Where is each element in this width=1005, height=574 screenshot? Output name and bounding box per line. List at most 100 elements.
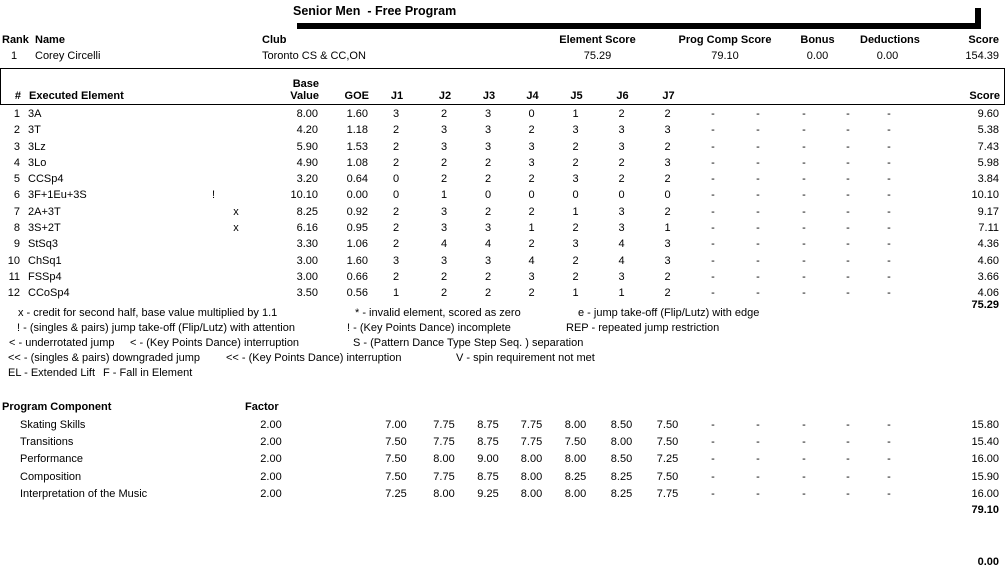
element-score: 3.84	[977, 173, 999, 186]
judge-score: 2	[392, 270, 400, 283]
judge-score: -	[711, 487, 715, 500]
components-total: 79.10	[971, 503, 999, 516]
judge-score: -	[846, 173, 850, 186]
info-mark	[205, 122, 222, 138]
judge-score: 2	[664, 108, 671, 120]
goe-spacer	[320, 451, 370, 468]
judge-score: 2	[528, 173, 535, 186]
goe-column-header: GOE	[344, 90, 369, 102]
judge-score: 2	[528, 124, 535, 137]
element-score: 10.10	[971, 189, 999, 202]
x-mark	[222, 171, 250, 187]
element-num: 9	[13, 238, 20, 251]
base-value: 8.25	[296, 205, 318, 218]
element-name: 3F+1Eu+3S	[28, 189, 87, 202]
base-value: 10.10	[290, 189, 318, 202]
info-mark	[205, 285, 222, 301]
judge-score: 2	[484, 270, 492, 283]
judge-score: 2	[484, 287, 492, 300]
judge-score: 8.00	[433, 487, 455, 500]
judge-score: 9.25	[477, 487, 499, 500]
component-label: Transitions	[20, 436, 74, 449]
judge-score: -	[756, 287, 760, 300]
element-row: 10 ChSq1 3.00 1.60 3 3 3 4 2 4 3 - - - - - 4.60	[0, 253, 1005, 269]
judge-score: -	[802, 124, 806, 137]
element-num: 1	[13, 108, 20, 120]
judge-score: -	[846, 270, 850, 283]
judge-score: -	[756, 238, 760, 251]
judge-score: 4	[484, 238, 492, 251]
judge-score: 1	[664, 222, 671, 235]
judge-score: 3	[572, 124, 579, 137]
judge-score: 7.50	[656, 419, 679, 431]
component-label: Performance	[20, 453, 83, 466]
element-row: 6 3F+1Eu+3S! 10.10 0.00 0 1 0 0 0 0 0 - - - - - 10.10	[0, 187, 1005, 203]
judge-score: -	[756, 173, 760, 186]
judge-score: 2	[618, 156, 625, 169]
legend-item: < - (Key Points Dance) interruption	[130, 337, 300, 349]
judge-score: -	[756, 205, 760, 218]
goe-value: 1.06	[346, 238, 368, 251]
judge-score: 2	[664, 173, 671, 186]
x-mark	[222, 106, 250, 122]
judge-score: 2	[484, 173, 492, 186]
legend-line: x - credit for second half, base value m…	[0, 307, 1005, 322]
element-score: 7.43	[977, 140, 999, 153]
judge-score: -	[846, 156, 850, 169]
info-mark: !	[211, 189, 216, 202]
component-factor: 2.00	[260, 419, 282, 431]
judge-score: 3	[392, 254, 400, 267]
judge-score: -	[756, 470, 760, 483]
judge-score: -	[711, 419, 715, 431]
elements-table-body: 1 3A 8.00 1.60 3 2 3 0 1 2 2- - - - -9.60 2 3T 4.20 1.18 2 3…	[0, 106, 1005, 302]
judge-score: 7.00	[385, 419, 407, 431]
element-num: 2	[13, 124, 20, 137]
judge-score: -	[802, 470, 806, 483]
judge-score: 4	[440, 238, 448, 251]
element-name: 3S+2T	[28, 222, 61, 235]
x-mark	[222, 285, 250, 301]
judge-score: -	[711, 453, 715, 466]
judge-score: -	[802, 189, 806, 202]
judge-score: 3	[440, 205, 448, 218]
judge-score: 7.25	[656, 453, 679, 466]
base-value: 4.20	[296, 124, 318, 137]
judge-score: 8.00	[520, 487, 543, 500]
judge-score: 2	[440, 108, 448, 120]
judge-score: -	[802, 108, 806, 120]
base-value: 3.20	[296, 173, 318, 186]
element-num: 4	[13, 156, 20, 169]
info-mark	[205, 106, 222, 122]
goe-spacer	[320, 434, 370, 451]
goe-value: 0.92	[346, 205, 368, 218]
judge-score: 2	[484, 205, 492, 218]
judge-score: -	[802, 436, 806, 449]
component-row: Composition 2.00 7.50 7.75 8.75 8.00 8.25 8.25 7…	[0, 469, 1005, 486]
judge-score: -	[756, 189, 760, 202]
judge-score: -	[846, 287, 850, 300]
judge-score: 3	[618, 140, 625, 153]
component-factor: 2.00	[260, 436, 282, 449]
factor-column-header: Factor	[245, 401, 279, 413]
judge-score: 3	[440, 140, 448, 153]
goe-value: 1.53	[346, 140, 368, 153]
component-row: Skating Skills 2.00 7.00 7.75 8.75 7.75 8.00 8.…	[0, 417, 1005, 434]
goe-spacer	[320, 469, 370, 486]
element-name: 3Lz	[28, 140, 46, 153]
judge-score: 8.00	[433, 453, 455, 466]
judge-score: 2	[392, 124, 400, 137]
judge-score: 1	[618, 287, 625, 300]
judge-score: 2	[664, 140, 671, 153]
legend-item: e - jump take-off (Flip/Lutz) with edge	[578, 307, 760, 319]
name-column-header: Name	[35, 34, 65, 46]
judge-score: 0	[664, 189, 671, 202]
legend-item: x - credit for second half, base value m…	[18, 307, 278, 319]
judge-score: -	[756, 270, 760, 283]
judge-score: -	[802, 453, 806, 466]
element-score: 5.98	[977, 156, 999, 169]
legend-line: << - (singles & pairs) downgraded jump <<…	[0, 352, 1005, 367]
judge-score: 9.00	[477, 453, 499, 466]
element-name: 3Lo	[28, 156, 47, 169]
component-factor: 2.00	[260, 453, 282, 466]
judge-score: 7.50	[656, 436, 679, 449]
